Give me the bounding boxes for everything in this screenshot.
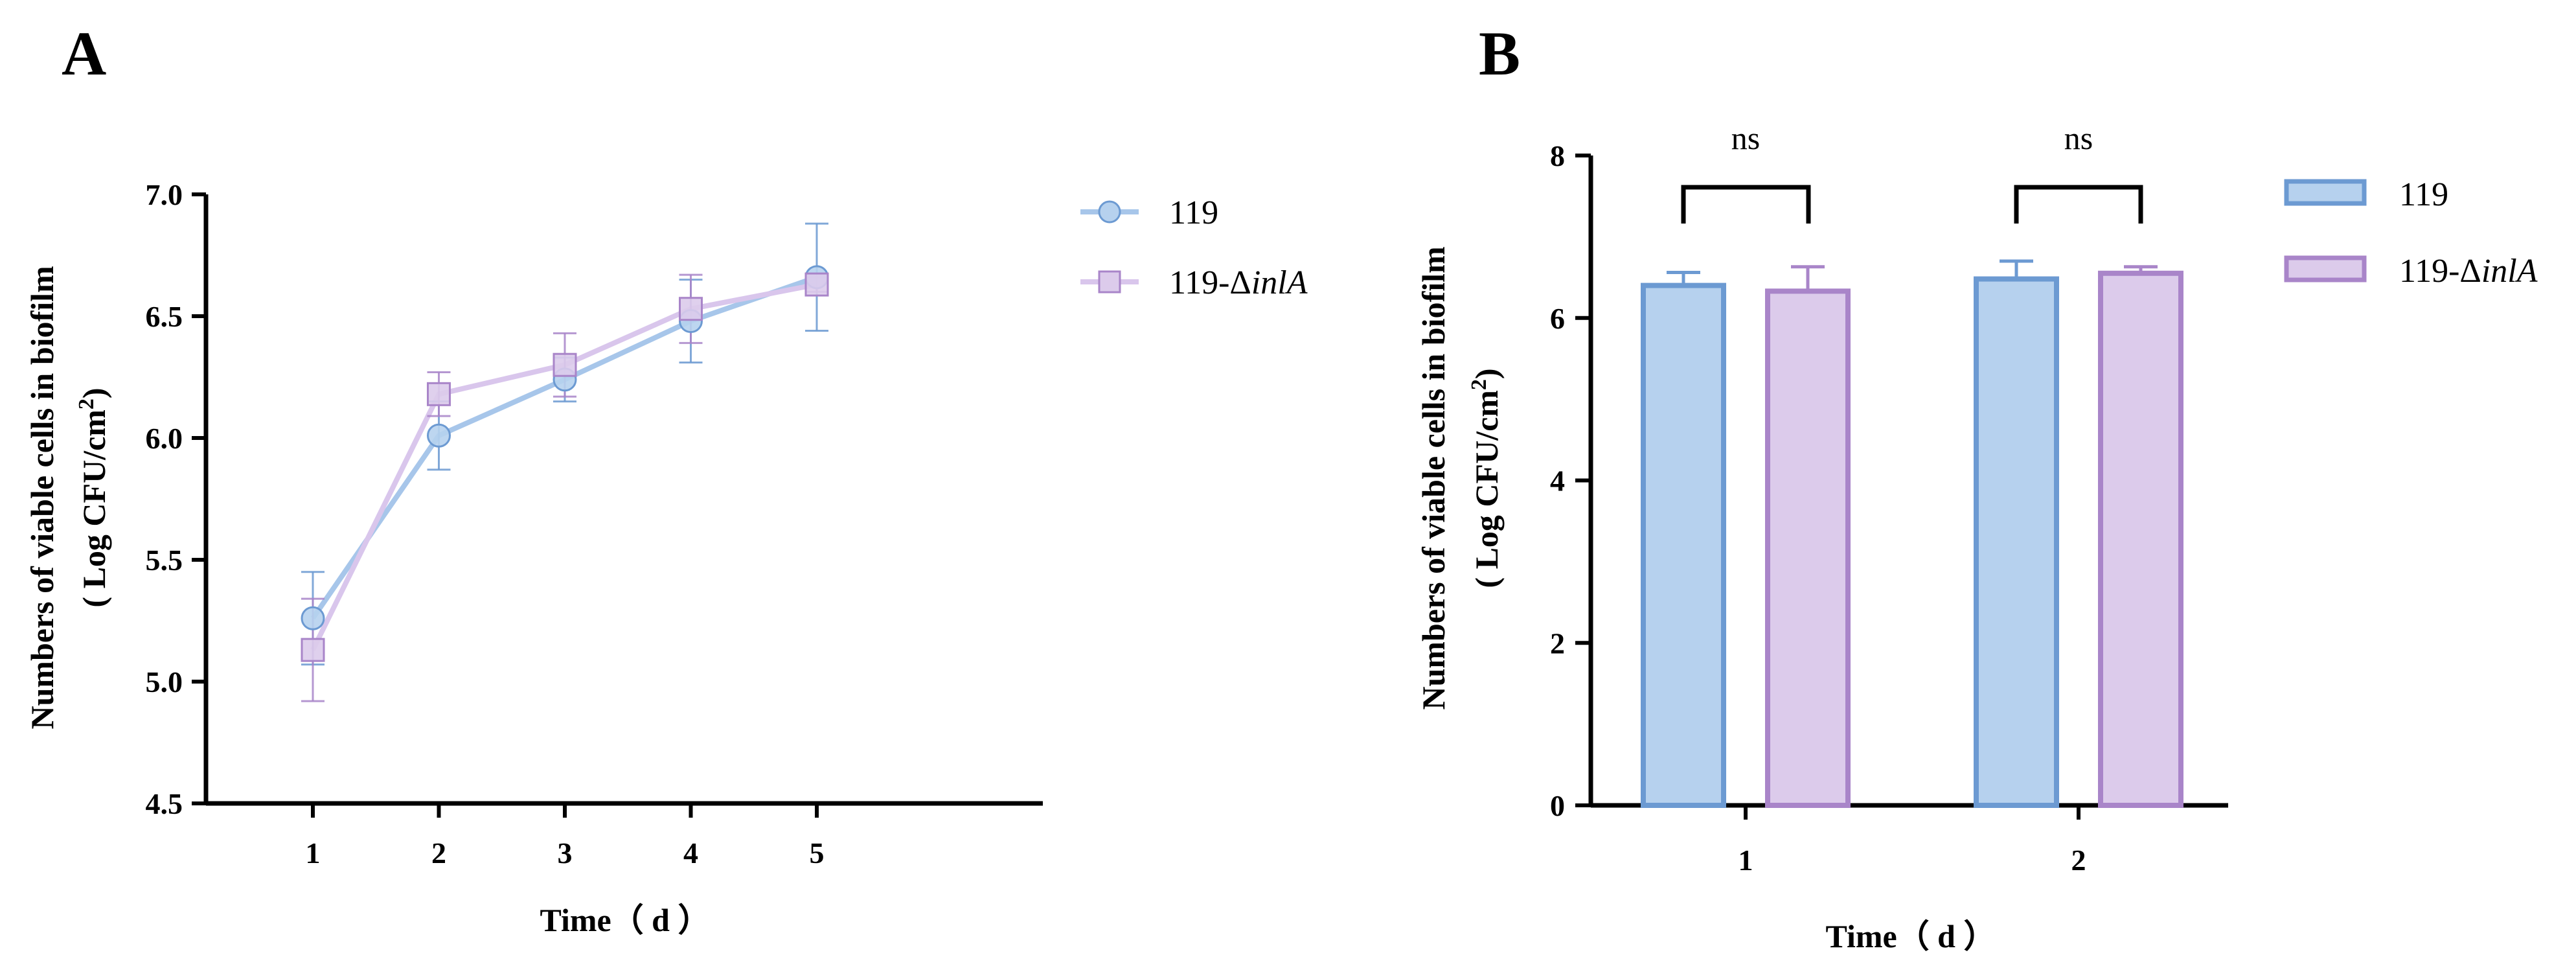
panel-a-xlabel: Time（ d ） bbox=[540, 902, 711, 938]
panel-b-significance: ns ns bbox=[1681, 120, 2143, 224]
panel-a-ylabel-line2: ( Log CFU/cm2) bbox=[74, 387, 112, 607]
panel-b-x-tick-label: 2 bbox=[2071, 844, 2086, 877]
panel-b-xlabel: Time（ d ） bbox=[1826, 918, 1996, 954]
legend-119-swatch bbox=[2284, 179, 2367, 206]
legend-119-label: 119 bbox=[1169, 194, 1218, 231]
legend-bar-119-inla-label: 119-ΔinlA bbox=[2399, 253, 2538, 290]
panel-a-y-ticks: 4.5 5.0 5.5 6.0 6.5 7.0 bbox=[146, 178, 206, 820]
panel-a-y-tick-label: 5.0 bbox=[146, 665, 183, 698]
significance-bracket-day-1 bbox=[1681, 185, 1811, 224]
panel-b-y-tick-label: 6 bbox=[1550, 302, 1565, 335]
panel-b-y-tick-label: 8 bbox=[1550, 139, 1565, 172]
panel-b-y-tick-label: 4 bbox=[1550, 465, 1565, 498]
panel-a-markers bbox=[301, 265, 829, 662]
legend-119-inla-swatch bbox=[2284, 255, 2367, 282]
bar-119-inla-day-1 bbox=[1765, 288, 1851, 809]
series-119-inla-point bbox=[679, 297, 703, 321]
legend-119-inla-label: 119-ΔinlA bbox=[1169, 264, 1308, 301]
panel-a: A 4.5 5.0 5.5 6.0 6.5 7.0 1 2 3 4 5 Numbers of vi… bbox=[24, 19, 1308, 938]
panel-a-y-tick-label: 6.5 bbox=[146, 300, 183, 333]
panel-b-legend: 119 119-ΔinlA bbox=[2284, 176, 2538, 290]
series-119-line bbox=[310, 275, 818, 620]
panel-a-x-ticks: 1 2 3 4 5 bbox=[306, 803, 825, 870]
legend-item-119-inla: 119-ΔinlA bbox=[1080, 264, 1308, 301]
significance-label-day-2: ns bbox=[2064, 120, 2093, 156]
panel-a-x-tick-label: 4 bbox=[683, 836, 698, 870]
panel-a-x-tick-label: 2 bbox=[431, 836, 446, 870]
bar-119-day-1 bbox=[1641, 282, 1726, 809]
panel-a-y-tick-label: 6.0 bbox=[146, 422, 183, 455]
series-119-inla-point bbox=[427, 382, 451, 406]
panel-a-y-tick-label: 5.5 bbox=[146, 544, 183, 577]
panel-b-x-tick-label: 1 bbox=[1738, 844, 1753, 877]
legend-item-119: 119 bbox=[1080, 194, 1218, 231]
panel-b-error-bars bbox=[1667, 259, 2158, 292]
series-119-inla-point bbox=[301, 638, 325, 662]
series-119-inla-point bbox=[804, 272, 829, 297]
panel-a-letter: A bbox=[62, 19, 106, 88]
panel-b-bars bbox=[1641, 270, 2183, 809]
panel-b-ylabel-line1: Numbers of viable cells in biofilm bbox=[1415, 246, 1452, 709]
bar-119-day-2 bbox=[1974, 276, 2059, 808]
panel-a-legend: 119 119-ΔinlA bbox=[1080, 194, 1308, 301]
legend-119-inla-square-marker bbox=[1098, 270, 1121, 294]
panel-a-ylabel-line1: Numbers of viable cells in biofilm bbox=[24, 266, 60, 729]
legend-119-circle-marker bbox=[1098, 200, 1121, 224]
panel-b-ylabel-line2: ( Log CFU/cm2) bbox=[1467, 368, 1505, 588]
series-119-point bbox=[301, 606, 325, 630]
panel-b-y-ticks: 0 2 4 6 8 bbox=[1550, 139, 1591, 822]
panel-b-letter: B bbox=[1479, 19, 1520, 88]
bar-119-inla-day-2 bbox=[2098, 270, 2183, 808]
panel-a-y-tick-label: 7.0 bbox=[146, 178, 183, 211]
panel-b-y-tick-label: 2 bbox=[1550, 627, 1565, 660]
series-119-inla-point bbox=[553, 352, 577, 377]
panel-a-x-tick-label: 3 bbox=[558, 836, 573, 870]
legend-bar-item-119: 119 bbox=[2284, 176, 2448, 213]
panel-a-y-tick-label: 4.5 bbox=[146, 787, 183, 820]
legend-bar-item-119-inla: 119-ΔinlA bbox=[2284, 253, 2538, 290]
significance-bracket-day-2 bbox=[2014, 185, 2143, 224]
panel-b-y-tick-label: 0 bbox=[1550, 789, 1565, 822]
series-119-point bbox=[427, 423, 451, 448]
significance-label-day-1: ns bbox=[1731, 120, 1760, 156]
panel-a-x-tick-label: 5 bbox=[810, 836, 825, 870]
legend-bar-119-label: 119 bbox=[2399, 176, 2448, 213]
panel-a-x-tick-label: 1 bbox=[306, 836, 321, 870]
